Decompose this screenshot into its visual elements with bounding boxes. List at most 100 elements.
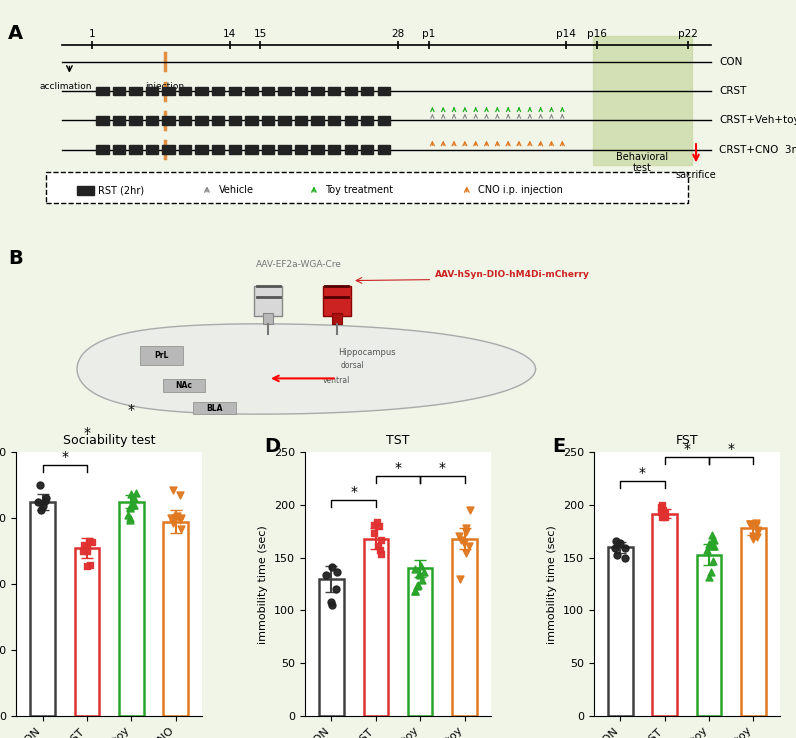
Point xyxy=(743,518,756,530)
Bar xyxy=(345,116,357,125)
Bar xyxy=(179,116,191,125)
Text: Vehicle: Vehicle xyxy=(218,185,253,196)
Point xyxy=(707,554,720,566)
Bar xyxy=(162,87,175,95)
Text: *: * xyxy=(639,466,646,480)
Bar xyxy=(228,87,241,95)
Point xyxy=(618,542,631,554)
Bar xyxy=(193,402,236,414)
Bar xyxy=(361,145,373,154)
Bar xyxy=(245,145,258,154)
Bar xyxy=(328,116,341,125)
Point xyxy=(33,479,46,491)
Point xyxy=(751,531,764,543)
Bar xyxy=(328,145,341,154)
Bar xyxy=(162,379,205,392)
Point xyxy=(414,569,427,581)
Text: A: A xyxy=(8,24,23,44)
Point xyxy=(84,559,96,571)
Bar xyxy=(129,145,142,154)
Point xyxy=(127,499,140,511)
Point xyxy=(325,596,338,608)
Bar xyxy=(113,145,125,154)
Text: Toy treatment: Toy treatment xyxy=(326,185,393,196)
Bar xyxy=(377,145,390,154)
Text: *: * xyxy=(84,427,91,441)
Point xyxy=(174,514,186,526)
Bar xyxy=(319,579,344,716)
Polygon shape xyxy=(77,324,536,414)
Point xyxy=(657,504,669,516)
Point xyxy=(412,579,424,591)
Bar xyxy=(311,87,324,95)
Bar xyxy=(228,116,241,125)
Bar xyxy=(364,539,388,716)
Bar xyxy=(345,87,357,95)
Point xyxy=(609,542,622,554)
Point xyxy=(459,526,472,538)
Point xyxy=(124,502,137,514)
Bar xyxy=(295,87,307,95)
Bar xyxy=(146,116,158,125)
Text: p1: p1 xyxy=(422,29,435,38)
Point xyxy=(174,512,187,524)
Text: CRST+CNO  3mg+toy: CRST+CNO 3mg+toy xyxy=(719,145,796,155)
Bar xyxy=(262,145,274,154)
Bar xyxy=(162,145,175,154)
Point xyxy=(127,499,139,511)
Point xyxy=(614,537,626,548)
Text: sacrifice: sacrifice xyxy=(676,170,716,181)
Point xyxy=(706,533,719,545)
Bar xyxy=(212,87,224,95)
Point xyxy=(751,525,764,537)
Bar xyxy=(30,502,55,716)
Bar xyxy=(212,116,224,125)
Bar xyxy=(331,313,342,324)
Point xyxy=(121,509,134,521)
Point xyxy=(413,568,426,579)
Title: Sociability test: Sociability test xyxy=(63,434,155,447)
Bar xyxy=(608,548,633,716)
Text: NAc: NAc xyxy=(176,382,193,390)
Text: CON: CON xyxy=(719,57,743,67)
Point xyxy=(31,496,44,508)
Point xyxy=(702,570,715,582)
Point xyxy=(655,506,668,518)
Point xyxy=(750,519,763,531)
Text: AAV-EF2a-WGA-Cre: AAV-EF2a-WGA-Cre xyxy=(256,261,341,269)
Point xyxy=(416,574,428,586)
Bar xyxy=(361,87,373,95)
Point xyxy=(458,537,470,549)
Point xyxy=(747,534,759,545)
Text: *: * xyxy=(728,442,735,456)
Point xyxy=(703,538,716,550)
Text: CNO i.p. injection: CNO i.p. injection xyxy=(478,185,563,196)
Point xyxy=(373,520,385,532)
Bar xyxy=(146,145,158,154)
Title: FST: FST xyxy=(676,434,698,447)
Point xyxy=(453,573,466,584)
Bar xyxy=(295,116,307,125)
Point xyxy=(656,511,669,523)
Text: Hippocampus: Hippocampus xyxy=(338,348,396,356)
Bar xyxy=(96,87,108,95)
Point xyxy=(326,562,338,573)
Bar xyxy=(323,286,350,317)
Point xyxy=(700,544,713,556)
FancyBboxPatch shape xyxy=(46,172,689,203)
Bar xyxy=(279,145,291,154)
Bar xyxy=(295,145,307,154)
Bar xyxy=(162,116,175,125)
Text: PrL: PrL xyxy=(154,351,168,360)
Point xyxy=(368,527,380,539)
Point xyxy=(460,522,473,534)
Point xyxy=(408,563,421,575)
Text: p14: p14 xyxy=(556,29,576,38)
Bar xyxy=(279,87,291,95)
Point xyxy=(319,569,332,581)
Point xyxy=(460,548,473,559)
Text: *: * xyxy=(395,461,401,475)
Text: CRST: CRST xyxy=(719,86,747,96)
Text: B: B xyxy=(8,249,23,268)
Text: AAV-hSyn-DIO-hM4Di-mCherry: AAV-hSyn-DIO-hM4Di-mCherry xyxy=(435,269,590,279)
